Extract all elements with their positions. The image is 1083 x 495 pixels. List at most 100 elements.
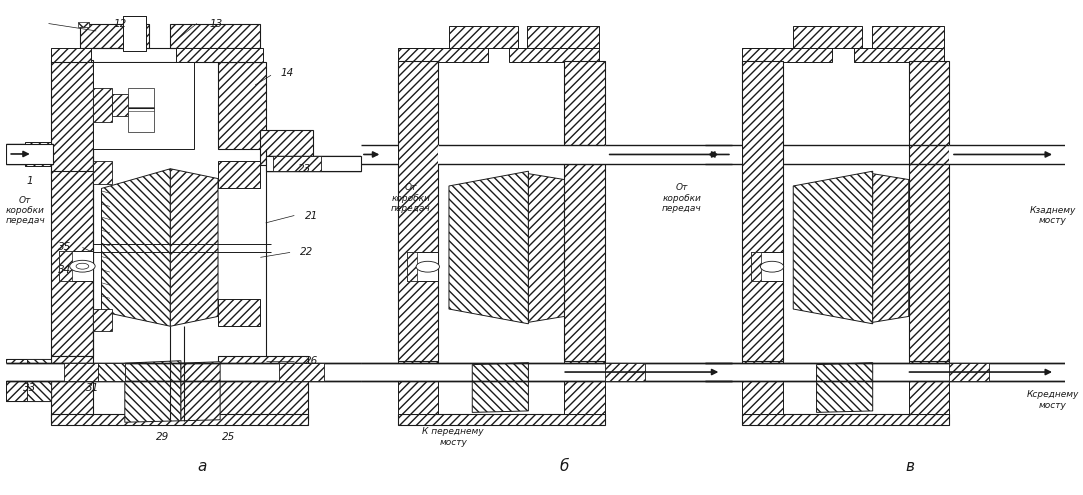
Bar [564,361,604,414]
Text: 33: 33 [23,383,36,393]
Polygon shape [817,363,873,412]
Circle shape [760,261,784,272]
Text: От
коробки
передач: От коробки передач [5,196,45,226]
Bar [399,361,439,414]
Polygon shape [125,361,181,422]
Text: а: а [197,459,207,474]
Bar [273,156,321,171]
Polygon shape [170,169,218,326]
Circle shape [416,261,440,272]
Text: б: б [560,459,569,474]
Bar [112,94,128,116]
Polygon shape [449,171,529,324]
Bar [51,171,93,356]
Polygon shape [793,171,873,324]
Bar [449,26,518,48]
Bar [853,48,943,62]
Bar [705,145,743,164]
Text: 35: 35 [57,243,71,252]
Text: Кзаднему
мосту: Кзаднему мосту [1030,206,1077,225]
Text: 13: 13 [209,18,222,29]
Bar [218,356,308,420]
Bar [218,161,260,189]
Bar [909,61,949,361]
Bar [743,48,833,62]
Bar [399,61,439,361]
Bar [279,363,324,381]
Bar [80,24,149,48]
Text: 22: 22 [300,248,314,257]
Bar [27,359,51,401]
Bar [6,363,361,381]
Bar [527,26,599,48]
Bar [604,363,645,381]
Text: 29: 29 [156,432,170,442]
Bar [705,363,1066,381]
Circle shape [69,260,95,272]
Polygon shape [102,169,170,326]
Bar [93,62,194,149]
Bar [6,359,51,401]
Text: 25: 25 [222,432,235,442]
Bar [6,359,27,401]
Text: 21: 21 [304,210,318,220]
Bar [743,61,783,361]
Text: К переднему
мосту: К переднему мосту [422,427,484,446]
Bar [175,48,262,62]
Bar [99,363,125,381]
Bar [949,363,989,381]
Bar [872,26,943,48]
Text: Ксреднему
мосту: Ксреднему мосту [1027,391,1079,410]
Polygon shape [181,362,220,421]
Bar [51,60,93,174]
Text: 34: 34 [57,265,71,275]
Text: 31: 31 [87,383,100,393]
Bar [564,61,604,361]
Bar [60,251,93,281]
Bar [93,309,112,331]
Bar [361,145,399,164]
Text: 23: 23 [298,164,312,174]
Bar [218,299,260,326]
Bar [751,252,761,281]
Polygon shape [873,174,909,322]
Bar [128,107,155,111]
Bar [122,16,146,50]
Bar [170,24,260,48]
Bar [51,414,308,425]
Bar [439,145,604,164]
Bar [93,161,112,184]
Polygon shape [529,174,564,322]
Text: 1: 1 [26,176,32,186]
Text: в: в [905,459,914,474]
Bar [751,252,783,281]
Text: 26: 26 [304,356,318,366]
Bar [51,356,93,420]
Bar [399,414,604,425]
Text: 12: 12 [114,18,127,29]
Bar [361,363,732,381]
Text: 14: 14 [280,68,293,78]
Bar [265,156,361,171]
Bar [793,26,862,48]
Bar [406,252,439,281]
Bar [743,361,783,414]
Bar [93,88,112,122]
Bar [60,251,71,281]
Circle shape [76,263,89,269]
Bar [399,48,488,62]
Bar [6,144,53,164]
Bar [64,363,99,381]
Bar [25,142,51,166]
Bar [218,62,265,149]
Bar [260,130,313,165]
Bar [51,48,91,62]
Bar [406,252,417,281]
Bar [743,414,949,425]
Text: От
коробки
передач: От коробки передач [662,183,702,213]
Text: От
коробки
передач: От коробки передач [391,183,431,213]
Bar [509,48,599,62]
Bar [909,361,949,414]
Polygon shape [472,363,529,412]
Bar [78,22,89,27]
